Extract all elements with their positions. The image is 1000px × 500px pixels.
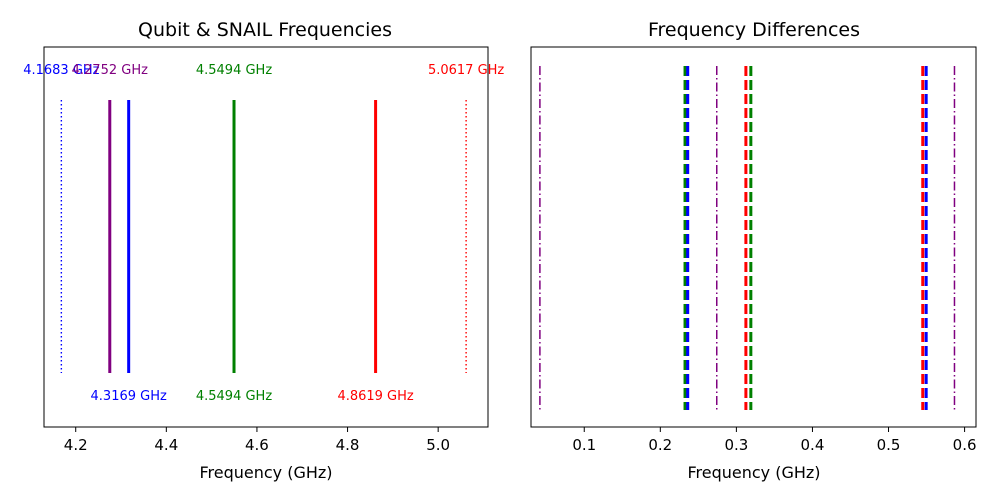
bottom-frequency-annotation: 4.3169 GHz (91, 389, 167, 404)
x-tick-label: 4.8 (336, 436, 360, 454)
plot-area (530, 46, 977, 428)
plot-area (43, 46, 489, 428)
x-tick-label: 0.6 (953, 436, 977, 454)
x-tick-label: 0.2 (648, 436, 672, 454)
x-axis-label: Frequency (GHz) (199, 463, 332, 482)
frequency-lines (60, 100, 467, 373)
top-frequency-annotation: 4.5494 GHz (196, 63, 272, 78)
chart-title: Qubit & SNAIL Frequencies (138, 19, 392, 41)
x-tick-label: 4.6 (245, 436, 269, 454)
panel-frequency-differences: Frequency Differences 0.1 0.2 0.3 0.4 0.5 0.6… (530, 19, 977, 482)
difference-lines (539, 66, 956, 410)
top-frequency-annotation: 4.2752 GHz (72, 63, 148, 78)
x-tick-label: 0.3 (724, 436, 748, 454)
panel-qubit-snail-frequencies: Qubit & SNAIL Frequencies 4.2 4.4 4.6 4.8 5.… (23, 19, 504, 482)
x-tick-label: 5.0 (426, 436, 450, 454)
x-ticks: 4.2 4.4 4.6 4.8 5.0 (64, 427, 450, 454)
chart-title: Frequency Differences (648, 19, 860, 41)
x-tick-label: 4.2 (64, 436, 88, 454)
top-frequency-annotation: 4.1683 GHz (23, 63, 99, 78)
x-tick-label: 0.4 (801, 436, 825, 454)
top-frequency-annotation: 5.0617 GHz (428, 63, 504, 78)
bottom-frequency-annotation: 4.8619 GHz (337, 389, 413, 404)
x-tick-label: 0.1 (572, 436, 596, 454)
x-tick-label: 0.5 (877, 436, 901, 454)
x-ticks: 0.1 0.2 0.3 0.4 0.5 0.6 (572, 427, 977, 454)
x-axis-label: Frequency (GHz) (687, 463, 820, 482)
x-tick-label: 4.4 (154, 436, 178, 454)
bottom-frequency-annotation: 4.5494 GHz (196, 389, 272, 404)
